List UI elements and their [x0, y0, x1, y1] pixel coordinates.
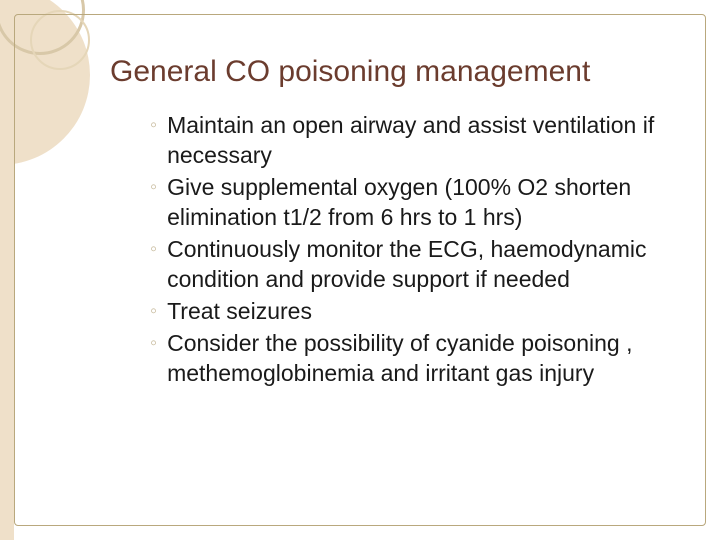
slide: General CO poisoning management ◦ Mainta… [0, 0, 720, 540]
bullet-item: ◦ Consider the possibility of cyanide po… [150, 328, 670, 388]
accent-left-strip [0, 150, 14, 540]
bullet-text: Consider the possibility of cyanide pois… [167, 328, 670, 388]
accent-circle [0, 0, 90, 165]
accent-ring-small [30, 10, 90, 70]
bullet-item: ◦ Treat seizures [150, 296, 670, 326]
bullet-item: ◦ Give supplemental oxygen (100% O2 shor… [150, 172, 670, 232]
bullet-marker-icon: ◦ [150, 172, 167, 202]
bullet-marker-icon: ◦ [150, 328, 167, 358]
bullet-text: Continuously monitor the ECG, haemodynam… [167, 234, 670, 294]
bullet-item: ◦ Maintain an open airway and assist ven… [150, 110, 670, 170]
bullet-text: Treat seizures [167, 296, 670, 326]
slide-content: ◦ Maintain an open airway and assist ven… [150, 110, 670, 390]
bullet-item: ◦ Continuously monitor the ECG, haemodyn… [150, 234, 670, 294]
slide-title: General CO poisoning management [110, 55, 690, 89]
bullet-text: Maintain an open airway and assist venti… [167, 110, 670, 170]
bullet-marker-icon: ◦ [150, 110, 167, 140]
bullet-marker-icon: ◦ [150, 234, 167, 264]
background-decoration [0, 0, 90, 540]
accent-ring-large [0, 0, 85, 55]
bullet-text: Give supplemental oxygen (100% O2 shorte… [167, 172, 670, 232]
bullet-marker-icon: ◦ [150, 296, 167, 326]
